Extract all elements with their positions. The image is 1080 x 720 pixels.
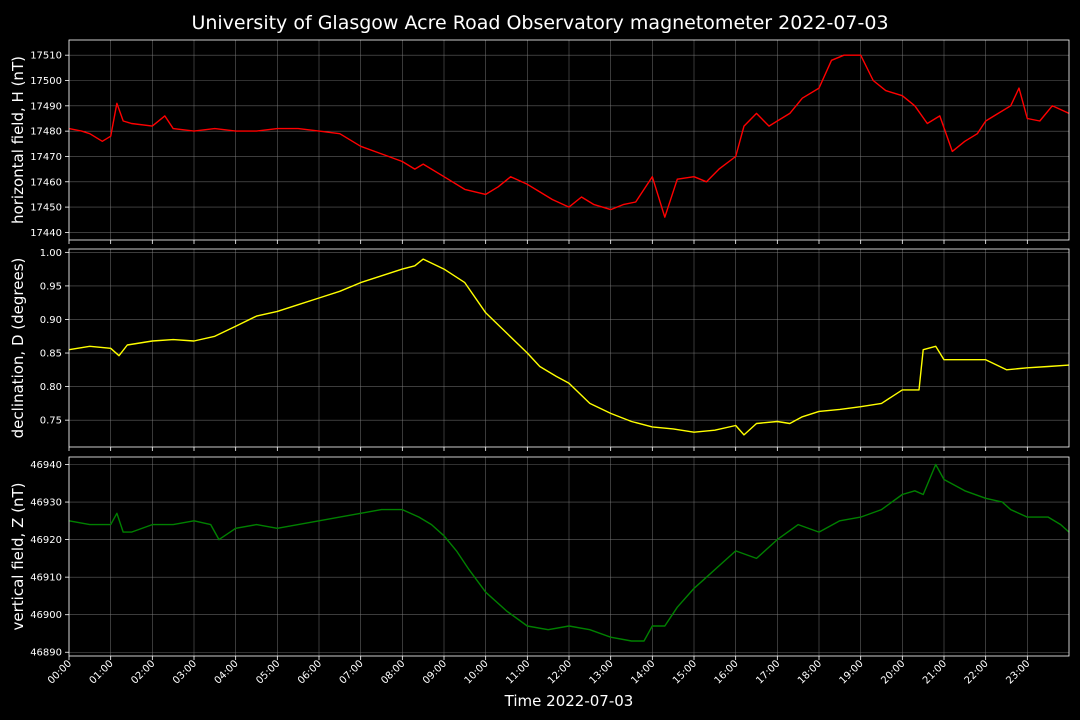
x-tick-label: 23:00: [1004, 658, 1032, 686]
chart-title: University of Glasgow Acre Road Observat…: [191, 12, 888, 34]
horizontal-field-y-axis-label: horizontal field, H (nT): [9, 56, 27, 224]
x-tick-label: 16:00: [713, 658, 741, 686]
vertical-field-y-axis-label: vertical field, Z (nT): [9, 482, 27, 630]
x-tick-label: 18:00: [796, 658, 824, 686]
y-tick-label: 17500: [30, 76, 62, 87]
y-tick-label: 0.80: [40, 382, 62, 393]
declination-frame: [68, 248, 1070, 448]
y-tick-label: 46890: [30, 648, 62, 659]
y-tick-label: 46930: [30, 498, 62, 509]
x-tick-label: 05:00: [254, 658, 282, 686]
horizontal-field-panel: 17440 17450 17460 17470 17480 17490 17500 17510…: [9, 39, 1070, 244]
declination-panel: 0.75 0.80 0.85 0.90 0.95 1.00 declination, D (…: [9, 248, 1070, 451]
horizontal-field-frame: [68, 39, 1070, 241]
vertical-field-frame: [68, 456, 1070, 657]
x-tick-label: 13:00: [588, 658, 616, 686]
y-tick-label: 46900: [30, 610, 62, 621]
y-tick-label: 17450: [30, 203, 62, 214]
y-tick-label: 17490: [30, 101, 62, 112]
y-tick-label: 46910: [30, 573, 62, 584]
x-tick-label: 19:00: [838, 658, 866, 686]
y-tick-label: 0.75: [40, 416, 62, 427]
vertical-field-series-line: [68, 463, 1070, 642]
y-tick-label: 0.90: [40, 315, 62, 326]
x-tick-label: 15:00: [671, 658, 699, 686]
horizontal-field-series-line: [68, 54, 1070, 218]
y-tick-label: 1.00: [40, 248, 62, 259]
y-tick-label: 46920: [30, 535, 62, 546]
x-tick-label: 01:00: [88, 658, 116, 686]
declination-series-line: [68, 258, 1070, 436]
x-tick-label: 12:00: [546, 658, 574, 686]
x-tick-label: 06:00: [296, 658, 324, 686]
x-tick-label: 08:00: [379, 658, 407, 686]
x-tick-label: 03:00: [171, 658, 199, 686]
x-tick-label: 09:00: [421, 658, 449, 686]
x-tick-label: 14:00: [629, 658, 657, 686]
y-tick-label: 17510: [30, 51, 62, 62]
x-tick-label: 04:00: [213, 658, 241, 686]
x-tick-label: 02:00: [129, 658, 157, 686]
y-tick-label: 46940: [30, 460, 62, 471]
x-tick-label: 10:00: [463, 658, 491, 686]
x-axis-ticks: 00:00 01:00 02:00 03:00 04:00 05:00 06:00 07:00…: [46, 658, 1032, 686]
y-tick-label: 17440: [30, 228, 62, 239]
x-axis-label: Time 2022-07-03: [504, 692, 634, 710]
x-tick-label: 07:00: [338, 658, 366, 686]
x-tick-label: 11:00: [504, 658, 532, 686]
declination-y-axis-label: declination, D (degrees): [9, 258, 27, 439]
x-tick-label: 17:00: [754, 658, 782, 686]
x-tick-label: 21:00: [921, 658, 949, 686]
x-tick-label: 00:00: [46, 658, 74, 686]
y-tick-label: 17470: [30, 152, 62, 163]
y-tick-label: 17460: [30, 177, 62, 188]
x-tick-label: 22:00: [963, 658, 991, 686]
y-tick-label: 17480: [30, 127, 62, 138]
y-tick-label: 0.85: [40, 349, 62, 360]
x-tick-label: 20:00: [879, 658, 907, 686]
y-tick-label: 0.95: [40, 281, 62, 292]
